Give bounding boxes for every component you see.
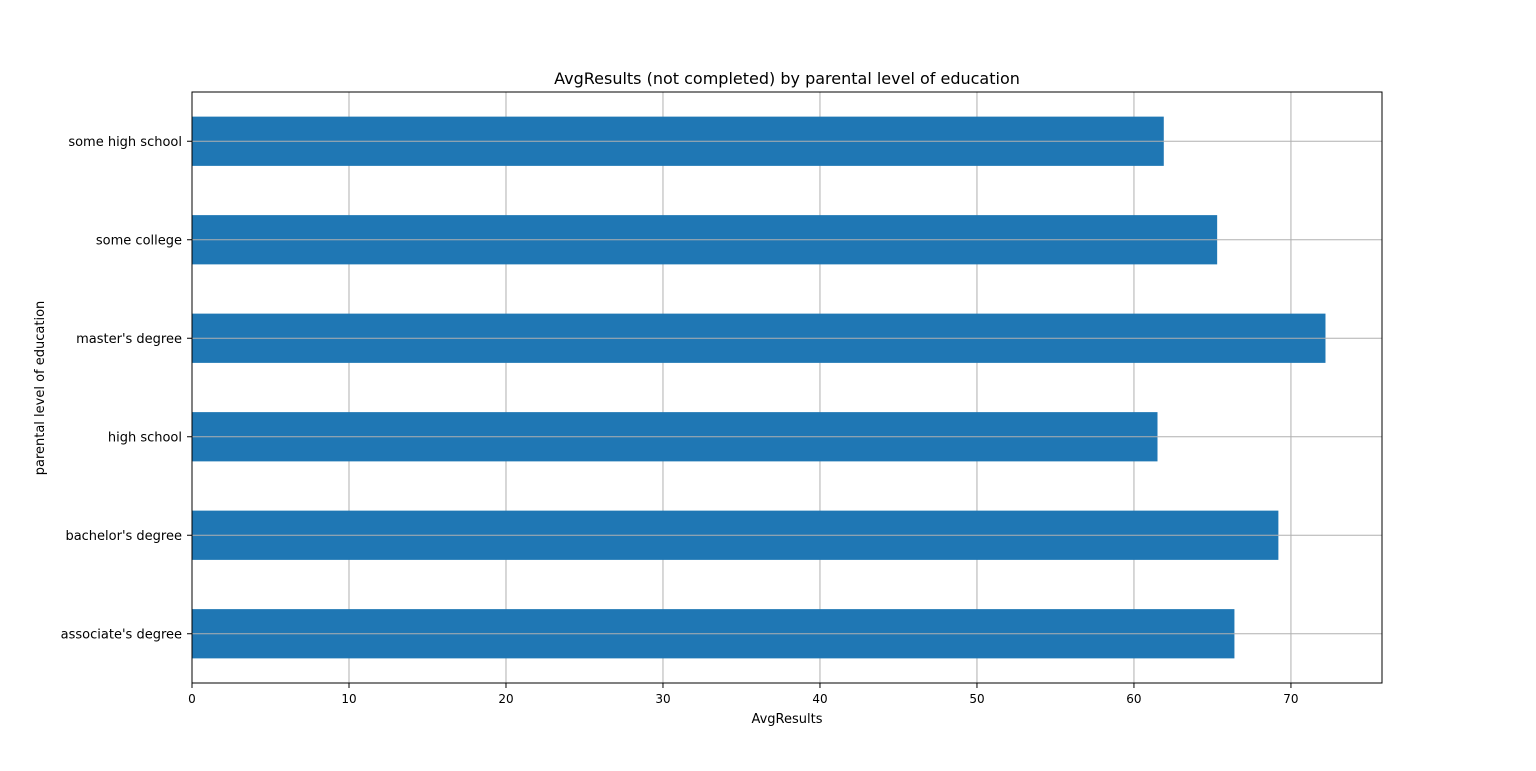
x-tick-label: 20 (498, 692, 513, 706)
x-tick-label: 40 (812, 692, 827, 706)
x-tick-label: 30 (655, 692, 670, 706)
y-tick-label: some college (96, 233, 182, 248)
x-tick-label: 50 (969, 692, 984, 706)
y-axis-label: parental level of education (33, 301, 48, 476)
x-tick-label: 10 (341, 692, 356, 706)
x-tick-label: 0 (188, 692, 196, 706)
y-tick-label: master's degree (76, 332, 182, 347)
y-tick-label: some high school (68, 135, 182, 150)
y-tick-label: high school (108, 430, 182, 445)
bars (192, 116, 1326, 659)
x-tick-label: 70 (1283, 692, 1298, 706)
plot-frame (191, 91, 1383, 684)
category-grid-lines (192, 140, 1382, 635)
y-tick-label: associate's degree (61, 627, 182, 642)
y-axis-ticks: associate's degree bachelor's degree high … (61, 135, 192, 642)
chart-title: AvgResults (not completed) by parental l… (554, 69, 1020, 88)
grid-lines (191, 92, 1292, 683)
x-axis-label: AvgResults (751, 712, 822, 727)
x-tick-label: 60 (1126, 692, 1141, 706)
x-axis-ticks: 0 10 20 30 40 50 60 70 (188, 683, 1299, 706)
y-tick-label: bachelor's degree (65, 529, 182, 544)
